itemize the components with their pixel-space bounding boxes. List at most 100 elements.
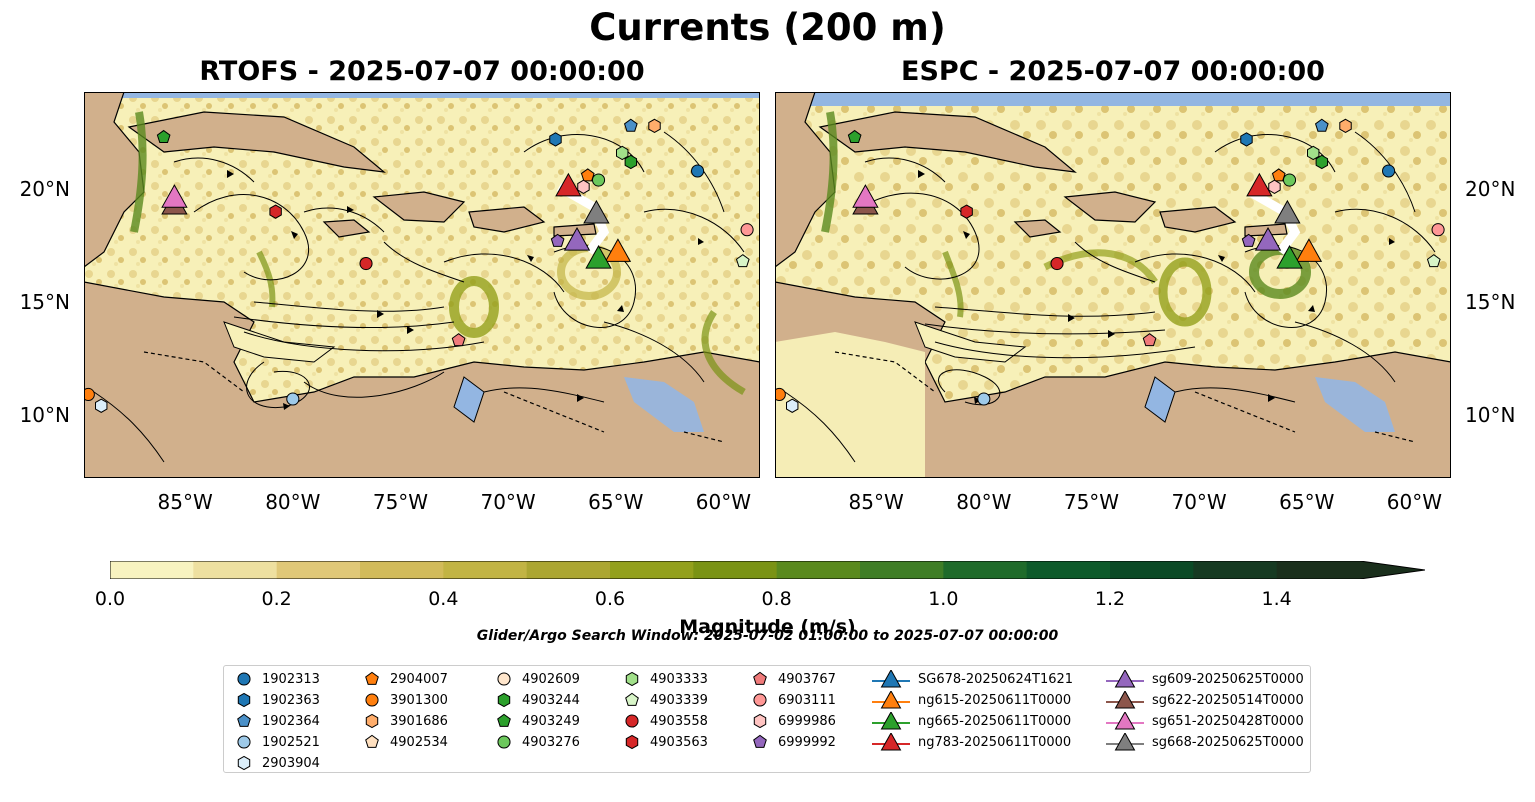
espc-platform-marker-13[interactable] bbox=[1382, 164, 1396, 178]
espc-platform-marker-24[interactable] bbox=[775, 387, 786, 402]
espc-platform-marker-4[interactable] bbox=[1254, 226, 1282, 251]
rtofs-platform-marker-22[interactable] bbox=[451, 333, 466, 347]
legend-item: 4903563 bbox=[620, 733, 708, 751]
rtofs-platform-marker-2[interactable] bbox=[555, 172, 582, 197]
rtofs-x-tick-label: 75°W bbox=[372, 490, 429, 514]
hexagon-marker-icon bbox=[497, 692, 511, 708]
legend-item: sg622-20250514T0000 bbox=[1104, 691, 1304, 709]
rtofs-x-tick-label: 70°W bbox=[480, 490, 536, 514]
colorbar-segment bbox=[610, 561, 694, 579]
espc-platform-marker-14[interactable] bbox=[1271, 168, 1286, 182]
triangle-marker-icon bbox=[872, 733, 910, 751]
espc-platform-marker-9[interactable] bbox=[1240, 132, 1253, 147]
rtofs-platform-marker-13[interactable] bbox=[691, 164, 705, 178]
legend-item: ng615-20250611T0000 bbox=[870, 691, 1071, 709]
rtofs-platform-marker-3[interactable] bbox=[583, 199, 610, 224]
legend: 1902313 1902363 1902364 1902521 2903904 29040… bbox=[223, 665, 1311, 773]
legend-item: 6999986 bbox=[748, 712, 836, 730]
rtofs-platform-marker-1[interactable] bbox=[161, 184, 188, 208]
rtofs-platform-marker-24[interactable] bbox=[84, 387, 95, 402]
espc-platform-marker-1[interactable] bbox=[852, 184, 879, 208]
rtofs-platform-marker-18[interactable] bbox=[740, 223, 754, 237]
espc-map[interactable] bbox=[775, 92, 1451, 478]
espc-platform-marker-6[interactable] bbox=[1276, 245, 1303, 269]
colorbar-tick-label: 1.0 bbox=[928, 588, 959, 610]
espc-platform-marker-7[interactable] bbox=[847, 129, 862, 143]
rtofs-platform-marker-4[interactable] bbox=[563, 226, 591, 251]
legend-item: 4902609 bbox=[492, 670, 580, 688]
rtofs-x-tick-label: 80°W bbox=[265, 490, 321, 514]
espc-platform-marker-23[interactable] bbox=[977, 392, 991, 406]
colorbar-segment bbox=[693, 561, 778, 579]
rtofs-platform-marker-6[interactable] bbox=[585, 245, 612, 269]
rtofs-platform-marker-15[interactable] bbox=[591, 173, 606, 187]
legend-label: 4903249 bbox=[522, 713, 580, 729]
circle-marker-icon bbox=[753, 693, 767, 707]
legend-label: 4903333 bbox=[650, 671, 708, 687]
espc-platform-marker-20[interactable] bbox=[1050, 257, 1064, 271]
legend-label: 4903244 bbox=[522, 692, 580, 708]
rtofs-platform-marker-19[interactable] bbox=[550, 233, 565, 247]
legend-item: 1902364 bbox=[232, 712, 320, 730]
espc-platform-marker-21[interactable] bbox=[1426, 254, 1441, 268]
rtofs-platform-marker-20[interactable] bbox=[359, 257, 373, 271]
rtofs-platform-marker-23[interactable] bbox=[286, 392, 300, 406]
rtofs-platform-marker-16[interactable] bbox=[577, 179, 590, 194]
espc-platform-marker-2[interactable] bbox=[1246, 172, 1273, 197]
colorbar-segment bbox=[193, 561, 278, 579]
hexagon-marker-icon bbox=[753, 713, 767, 729]
pentagon-marker-icon bbox=[237, 713, 251, 727]
legend-label: SG678-20250624T1621 bbox=[918, 671, 1074, 687]
pentagon-marker-icon bbox=[365, 734, 379, 748]
rtofs-platform-marker-11[interactable] bbox=[616, 145, 629, 161]
colorbar-segment bbox=[443, 561, 528, 579]
colorbar-segment bbox=[110, 561, 194, 579]
legend-item: 6903111 bbox=[748, 691, 836, 709]
espc-platform-marker-11[interactable] bbox=[1307, 145, 1320, 161]
rtofs-x-tick-label: 65°W bbox=[588, 490, 644, 514]
rtofs-platform-marker-14[interactable] bbox=[580, 168, 595, 182]
espc-platform-marker-15[interactable] bbox=[1282, 173, 1297, 187]
colorbar-segment bbox=[943, 561, 1028, 579]
rtofs-platform-marker-25[interactable] bbox=[95, 398, 108, 413]
legend-label: sg609-20250625T0000 bbox=[1152, 671, 1304, 687]
colorbar-segment bbox=[1110, 561, 1194, 579]
espc-platform-marker-3[interactable] bbox=[1274, 199, 1301, 224]
rtofs-platform-marker-7[interactable] bbox=[156, 129, 171, 143]
rtofs-platform-marker-21[interactable] bbox=[735, 254, 750, 268]
rtofs-platform-marker-10[interactable] bbox=[648, 118, 661, 134]
rtofs-platform-marker-9[interactable] bbox=[549, 132, 562, 147]
espc-platform-marker-16[interactable] bbox=[1268, 179, 1281, 194]
legend-label: 1902364 bbox=[262, 713, 320, 729]
colorbar-segment bbox=[276, 561, 361, 579]
pentagon-marker-icon bbox=[625, 692, 639, 706]
espc-platform-marker-10[interactable] bbox=[1339, 118, 1352, 134]
espc-platform-marker-22[interactable] bbox=[1142, 333, 1157, 347]
espc-platform-marker-5[interactable] bbox=[1295, 238, 1323, 262]
rtofs-platform-marker-5[interactable] bbox=[604, 238, 632, 262]
legend-item: 6999992 bbox=[748, 733, 836, 751]
triangle-marker-icon bbox=[1106, 691, 1144, 709]
espc-platform-marker-12[interactable] bbox=[1315, 154, 1329, 170]
legend-item: 4903244 bbox=[492, 691, 580, 709]
rtofs-platform-marker-12[interactable] bbox=[624, 154, 638, 170]
legend-label: 2903904 bbox=[262, 755, 320, 771]
colorbar-segment bbox=[1193, 561, 1278, 579]
espc-platform-marker-18[interactable] bbox=[1431, 223, 1445, 237]
rtofs-x-tick-label: 60°W bbox=[695, 490, 751, 514]
espc-platform-marker-17[interactable] bbox=[960, 204, 973, 219]
espc-platform-marker-19[interactable] bbox=[1241, 233, 1256, 247]
legend-label: ng665-20250611T0000 bbox=[918, 713, 1072, 729]
legend-label: 1902313 bbox=[262, 671, 320, 687]
espc-platform-marker-25[interactable] bbox=[786, 398, 799, 413]
espc-x-tick-label: 85°W bbox=[848, 490, 904, 514]
espc-platform-marker-8[interactable] bbox=[1314, 118, 1329, 132]
triangle-marker-icon bbox=[1106, 670, 1144, 688]
rtofs-map-svg bbox=[84, 92, 760, 478]
colorbar-segment bbox=[526, 561, 611, 579]
rtofs-map[interactable] bbox=[84, 92, 760, 478]
rtofs-platform-marker-8[interactable] bbox=[623, 118, 638, 132]
rtofs-platform-marker-17[interactable] bbox=[269, 204, 282, 219]
circle-marker-icon bbox=[237, 672, 251, 686]
hexagon-marker-icon bbox=[625, 671, 639, 687]
